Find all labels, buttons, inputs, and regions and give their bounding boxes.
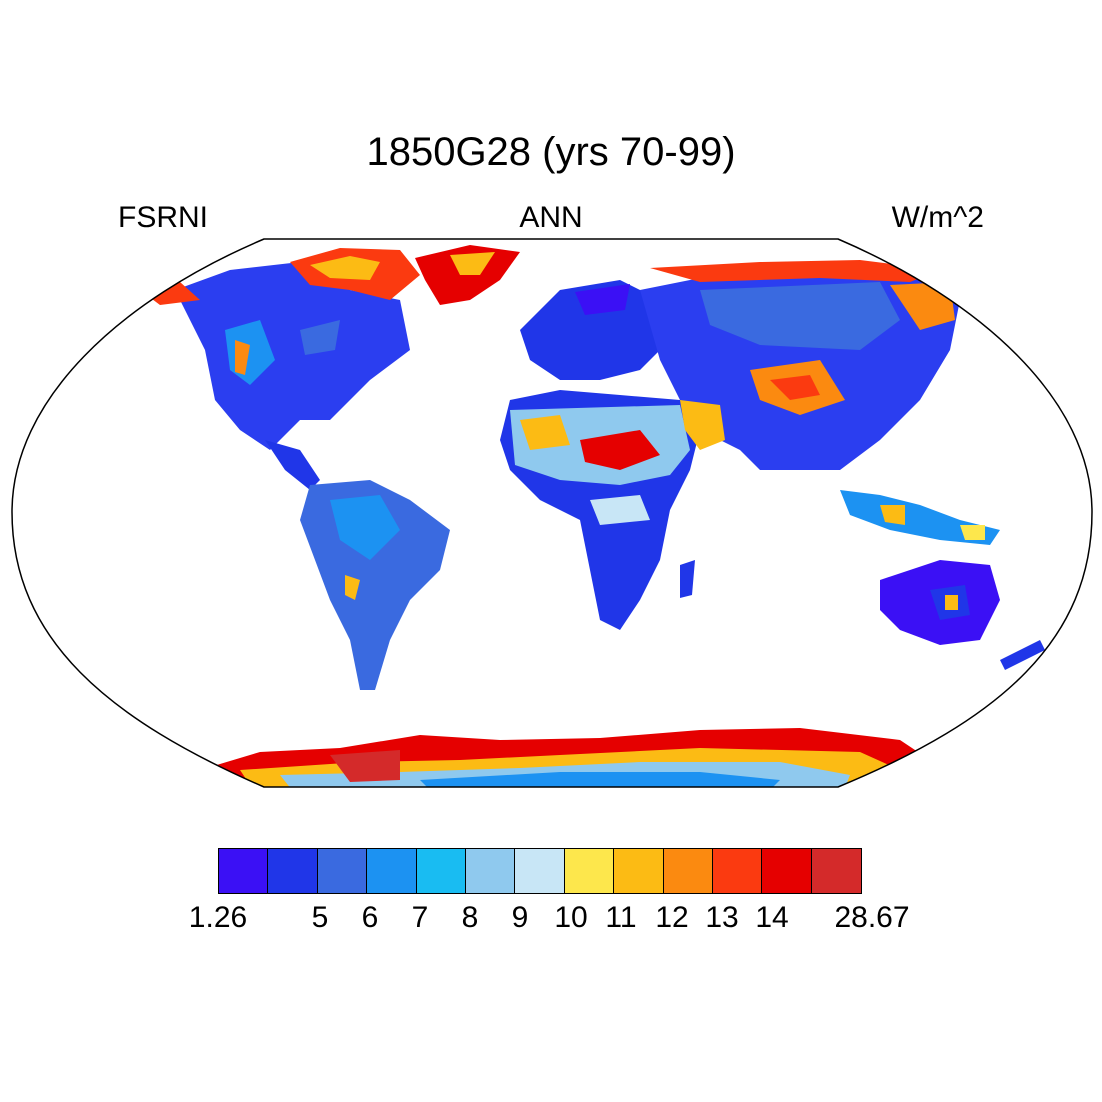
indonesia-land xyxy=(840,490,1000,545)
plot-title: 1850G28 (yrs 70-99) xyxy=(366,130,736,174)
colorbar-tick-label: 1.26 xyxy=(188,901,248,934)
colorbar-tick-label: 8 xyxy=(461,901,479,934)
colorbar-swatch xyxy=(614,849,664,893)
colorbar-tick-label: 10 xyxy=(554,901,588,934)
units-label: W/m^2 xyxy=(891,201,984,234)
colorbar-ticks: 1.26 5 6 7 8 9 10 11 12 13 14 28.67 xyxy=(0,900,1102,940)
globe-outline xyxy=(11,238,1093,788)
north-america-land xyxy=(175,262,410,450)
season-label: ANN xyxy=(519,201,583,234)
colorbar-tick-label: 6 xyxy=(361,901,379,934)
colorbar-tick-label: 9 xyxy=(511,901,529,934)
colorbar-swatch xyxy=(564,849,615,893)
colorbar-tick-label: 14 xyxy=(755,901,789,934)
colorbar-swatch xyxy=(367,849,417,893)
colorbar-swatch xyxy=(465,849,516,893)
colorbar-swatch xyxy=(219,849,269,893)
colorbar-swatch xyxy=(811,849,862,893)
colorbar-tick-label: 12 xyxy=(655,901,689,934)
colorbar-swatch xyxy=(712,849,763,893)
colorbar-swatch xyxy=(317,849,368,893)
land-field xyxy=(140,245,1045,787)
colorbar-swatch xyxy=(416,849,466,893)
colorbar-tick-label: 7 xyxy=(411,901,429,934)
colorbar-swatch xyxy=(268,849,318,893)
colorbar-swatch xyxy=(762,849,812,893)
colorbar-tick-label: 13 xyxy=(705,901,739,934)
colorbar-tick-label: 11 xyxy=(605,901,637,934)
europe-land xyxy=(520,280,670,380)
colorbar xyxy=(218,848,863,894)
colorbar-swatch xyxy=(515,849,565,893)
colorbar-tick-label: 28.67 xyxy=(834,901,910,934)
colorbar-tick-label: 5 xyxy=(311,901,329,934)
variable-label: FSRNI xyxy=(118,201,208,234)
south-america-land xyxy=(300,480,450,690)
colorbar-swatch xyxy=(663,849,713,893)
